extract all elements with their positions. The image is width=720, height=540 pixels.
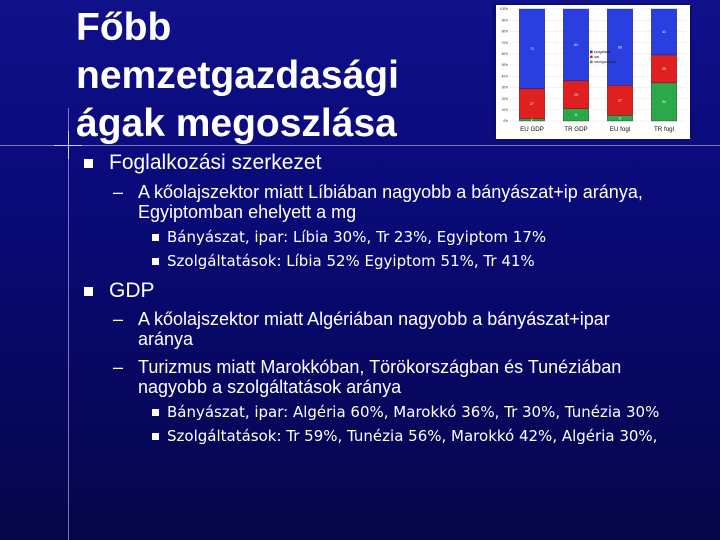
data-label: 5 [619, 116, 621, 120]
legend-label: mezőgazdaság [594, 60, 616, 64]
y-tick-label: 60% [502, 52, 509, 56]
bar-segment [651, 54, 677, 84]
horizontal-rule [0, 145, 720, 146]
bullet-gdp: GDP [84, 278, 155, 304]
category-label: TR GDP [564, 126, 587, 133]
bar-segment [563, 8, 589, 81]
title-line-3: ágak megoszlása [76, 102, 397, 145]
dash-marker: – [113, 357, 124, 377]
data-label: 34 [662, 100, 666, 104]
y-tick-label: 50% [502, 63, 509, 67]
bar-segment [519, 88, 545, 119]
y-tick-label: 0% [503, 119, 508, 123]
dash-marker: – [113, 182, 124, 202]
detail-item: Bányászat, ipar: Algéria 60%, Marokkó 36… [152, 402, 659, 422]
sub-bullet-line: A kőolajszektor miatt Algériában nagyobb… [138, 309, 610, 329]
detail-text: Bányászat, ipar: Algéria 60%, Marokkó 36… [167, 403, 660, 421]
slide-title: Főbb nemzetgazdasági ágak megoszlása [76, 4, 456, 148]
legend-label: ipar [594, 55, 600, 59]
detail-text: Bányászat, ipar: Líbia 30%, Tr 23%, Egyi… [167, 228, 547, 246]
data-label: 41 [662, 30, 666, 34]
square-bullet-icon [152, 409, 159, 416]
data-label: 27 [618, 98, 622, 102]
sub-bullet-line: Turizmus miatt Marokkóban, Törökországba… [138, 357, 622, 377]
category-label: EU GDP [520, 126, 544, 133]
y-tick-label: 100% [500, 7, 508, 11]
detail-item: Szolgáltatások: Tr 59%, Tunézia 56%, Mar… [152, 426, 657, 446]
detail-text: Szolgáltatások: Líbia 52% Egyiptom 51%, … [167, 252, 535, 270]
bar-segment [651, 8, 677, 56]
data-label: 11 [574, 113, 578, 117]
bar-segment [563, 80, 589, 109]
legend-swatch [590, 50, 593, 54]
y-tick-label: 80% [502, 30, 509, 34]
y-tick-label: 40% [502, 74, 509, 78]
category-label: TR fogl [654, 126, 674, 133]
legend-label: szolgáltatás [594, 50, 611, 54]
detail-item: Bányászat, ipar: Líbia 30%, Tr 23%, Egyi… [152, 227, 546, 247]
detail-text: Szolgáltatások: Tr 59%, Tunézia 56%, Mar… [167, 427, 658, 445]
square-bullet-icon [152, 433, 159, 440]
bullet-label: GDP [109, 279, 155, 302]
data-label: 64 [574, 43, 578, 47]
sub-bullet-line: aránya [138, 329, 194, 349]
sub-bullet-line: A kőolajszektor miatt Líbiában nagyobb a… [138, 182, 643, 202]
sub-bullet-line: Egyiptomban ehelyett a mg [138, 202, 357, 222]
square-bullet-icon [152, 234, 159, 241]
legend-swatch [590, 60, 593, 64]
y-tick-label: 10% [502, 108, 509, 112]
vertical-rule [68, 108, 69, 540]
title-line-2: nemzetgazdasági [76, 54, 399, 97]
sub-bullet-oil-employment: – A kőolajszektor miatt Líbiában nagyobb… [113, 182, 713, 222]
bullet-employment: Foglalkozási szerkezet [84, 150, 321, 176]
y-tick-label: 20% [502, 97, 509, 101]
legend-swatch [590, 55, 593, 59]
data-label: 27 [530, 102, 534, 106]
data-label: 25 [662, 67, 666, 71]
square-bullet-icon [84, 286, 93, 296]
square-bullet-icon [152, 258, 159, 265]
title-line-1: Főbb [76, 6, 172, 49]
data-label: 25 [574, 93, 578, 97]
sub-bullet-tourism: – Turizmus miatt Marokkóban, Törökország… [113, 357, 713, 397]
y-tick-label: 30% [502, 86, 509, 90]
bullet-label: Foglalkozási szerkezet [109, 151, 322, 174]
category-label: EU fogl [610, 126, 630, 133]
data-label: 71 [530, 47, 534, 51]
dash-marker: – [113, 309, 124, 329]
sub-bullet-line: nagyobb a szolgáltatások aránya [138, 377, 402, 397]
bar-segment [607, 85, 633, 116]
detail-item: Szolgáltatások: Líbia 52% Egyiptom 51%, … [152, 251, 535, 271]
data-label: 68 [618, 45, 622, 49]
square-bullet-icon [84, 158, 93, 168]
data-label: 2 [531, 118, 533, 122]
sub-bullet-oil-gdp: – A kőolajszektor miatt Algériában nagyo… [113, 309, 713, 349]
bar-segment [607, 8, 633, 86]
y-tick-label: 90% [502, 18, 509, 22]
y-tick-label: 70% [502, 41, 509, 45]
bar-segment [651, 82, 677, 122]
bar-segment [519, 8, 545, 89]
stacked-bar-chart: 0% 10% 20% 30% 40% 50% 60% 70% 80% 90% 100% 2 27 71 EU… [492, 3, 692, 141]
